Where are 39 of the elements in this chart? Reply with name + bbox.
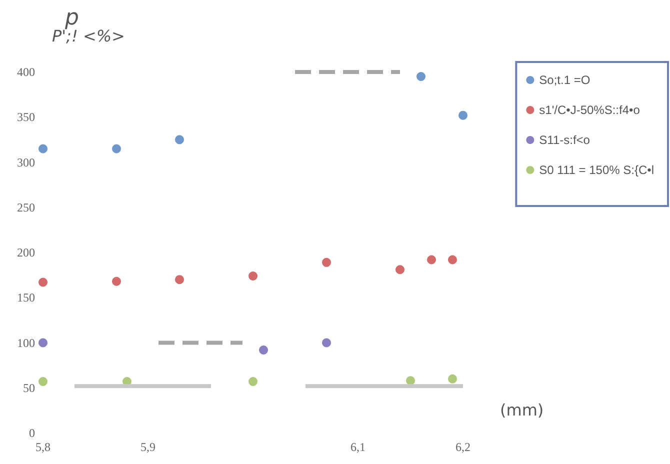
point: [175, 135, 184, 144]
point: [175, 275, 184, 284]
y-tick-label: 50: [23, 380, 35, 395]
y-tick-label: 100: [17, 336, 35, 350]
x-tick-label: 5,9: [140, 440, 156, 454]
point: [248, 377, 258, 386]
x-tick-label: 6,2: [456, 440, 470, 454]
point: [427, 255, 436, 264]
point: [448, 374, 457, 384]
y-tick-label: 250: [17, 200, 35, 214]
point: [38, 338, 48, 348]
point: [458, 110, 468, 120]
x-axis-title: (mm): [500, 400, 544, 420]
point: [406, 376, 415, 386]
legend-label: s1'/C•J-50%S::f4•o: [539, 103, 640, 117]
chart-title: p: [64, 6, 79, 30]
point: [322, 258, 331, 267]
legend-label: S0 111 = 150% S:{C•l: [539, 163, 654, 177]
x-tick-label: 5,8: [36, 440, 50, 454]
point: [38, 144, 48, 154]
y-tick-label: 300: [17, 155, 35, 170]
point: [112, 276, 121, 286]
point: [448, 255, 457, 264]
y-tick-label: 200: [17, 246, 35, 260]
y-tick-label: 350: [17, 110, 35, 124]
y-tick-label: 400: [17, 65, 35, 79]
point: [396, 265, 404, 274]
x-tick-label: 6,1: [350, 440, 366, 454]
point: [112, 144, 121, 154]
y-tick-label: 0: [29, 426, 35, 440]
point: [248, 271, 258, 280]
point: [416, 72, 426, 82]
point: [38, 278, 48, 287]
legend-label: So;t.1 =O: [539, 73, 590, 87]
point: [38, 377, 48, 386]
legend-label: S11-s:f<o: [539, 133, 590, 147]
point: [259, 345, 268, 354]
point: [322, 338, 331, 348]
y-tick-label: 150: [17, 290, 35, 305]
